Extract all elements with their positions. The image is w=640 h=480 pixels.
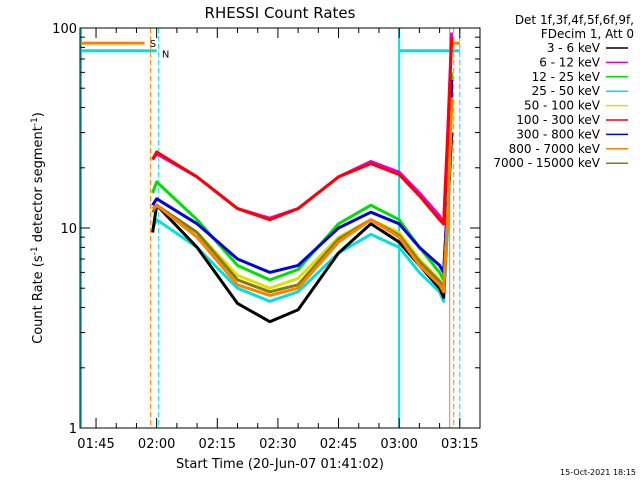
x-tick-label: 01:45 xyxy=(77,437,114,452)
series-line-3-6-kev xyxy=(151,132,454,324)
legend-label: 7000 - 15000 keV xyxy=(493,156,600,170)
y-axis: 1 10 100 xyxy=(52,22,480,437)
series-line-100-300-kev xyxy=(151,37,454,226)
x-tick-label: 02:00 xyxy=(138,437,175,452)
legend-label: 25 - 50 keV xyxy=(532,84,601,98)
legend-label: 12 - 25 keV xyxy=(532,70,601,84)
legend-label: 6 - 12 keV xyxy=(539,55,601,69)
y-label-part-1: Count Rate (s xyxy=(31,255,46,344)
x-tick-label: 02:45 xyxy=(320,437,357,452)
series-line-6-12-kev xyxy=(151,32,454,226)
legend-header-2: FDecim 1, Att 0 xyxy=(541,27,634,41)
series-line-800-7000-kev xyxy=(151,97,454,297)
timestamp: 15-Oct-2021 18:15 xyxy=(560,468,636,477)
night-flag-label: N xyxy=(162,50,169,61)
x-tick-label: 03:15 xyxy=(441,437,478,452)
x-tick-label: 03:00 xyxy=(380,437,417,452)
x-tick-label: 02:15 xyxy=(199,437,236,452)
x-axis-label: Start Time (20-Jun-07 01:41:02) xyxy=(176,457,384,472)
time-markers: SN xyxy=(80,28,461,428)
series-group xyxy=(151,32,454,324)
y-label-sup-2: -1 xyxy=(30,117,40,126)
y-axis-label: Count Rate (s-1 detector segment-1) xyxy=(30,112,46,344)
y-label-part-2: detector segment xyxy=(31,126,46,246)
legend-label: 100 - 300 keV xyxy=(516,113,600,127)
series-line-300-800-kev xyxy=(151,79,454,274)
legend-label: 300 - 800 keV xyxy=(516,127,600,141)
series-line-25-50-kev xyxy=(151,88,454,303)
y-label-sup-1: -1 xyxy=(30,246,40,255)
legend-label: 50 - 100 keV xyxy=(524,99,601,113)
saa-flag-label: S xyxy=(150,39,156,50)
y-tick-label: 10 xyxy=(60,222,77,237)
x-tick-label: 02:30 xyxy=(259,437,296,452)
plot-frame xyxy=(79,27,481,429)
legend-label: 800 - 7000 keV xyxy=(509,142,601,156)
y-tick-label: 1 xyxy=(69,422,77,437)
y-label-close: ) xyxy=(31,112,46,117)
legend-label: 3 - 6 keV xyxy=(547,41,601,55)
y-tick-label: 100 xyxy=(52,22,77,37)
x-axis: 01:45 02:00 02:15 02:30 02:45 03:00 03:15 xyxy=(77,28,481,452)
legend-header-1: Det 1f,3f,4f,5f,6f,9f, xyxy=(515,13,634,27)
chart-title: RHESSI Count Rates xyxy=(205,4,356,22)
